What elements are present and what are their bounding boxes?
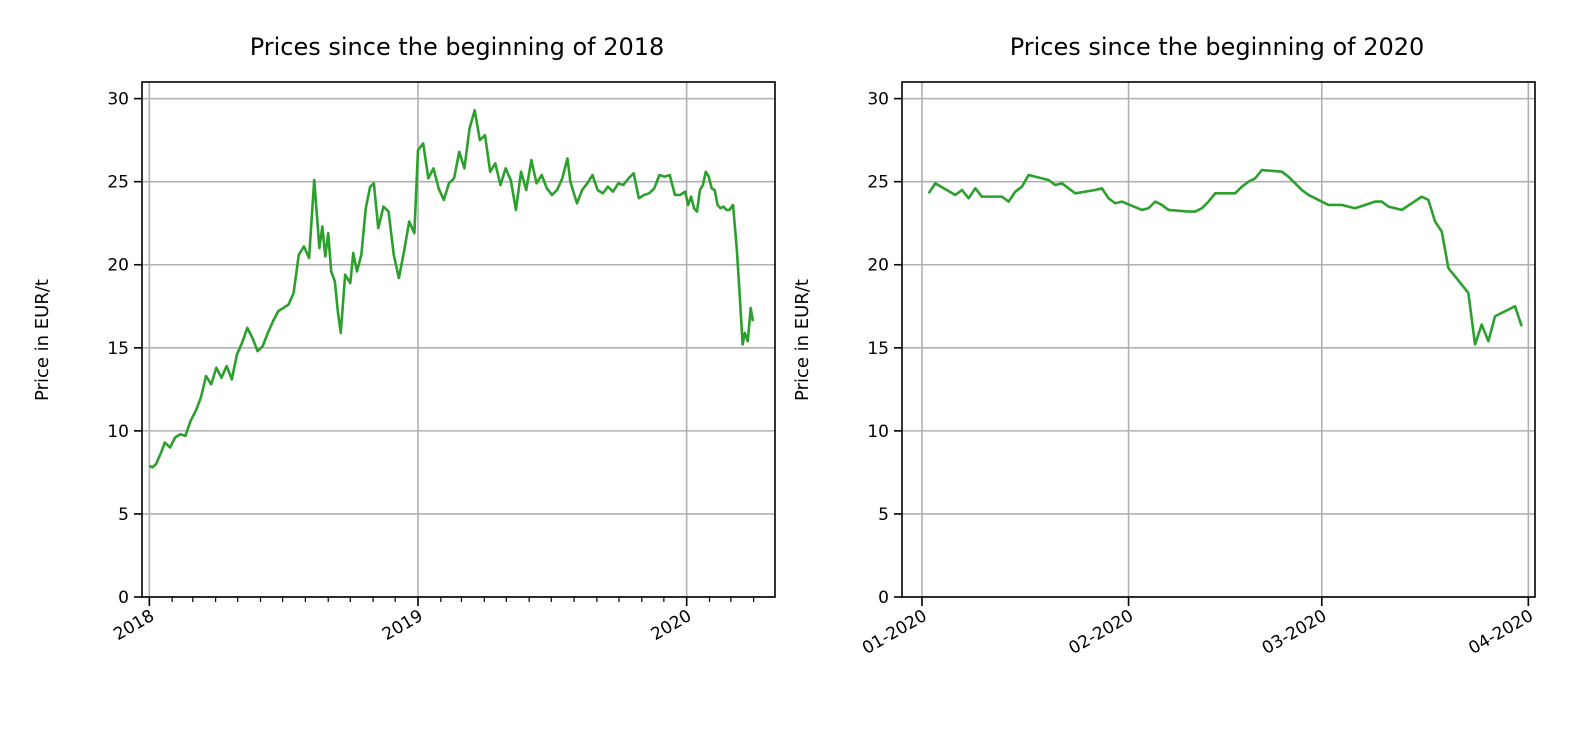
y-tick-label: 25 (867, 173, 889, 193)
price-line (148, 108, 755, 469)
y-tick-label: 15 (107, 339, 129, 359)
y-tick-label: 30 (107, 90, 129, 110)
y-tick-label: 25 (107, 173, 129, 193)
y-axis: 0 5 10 15 20 25 30 (867, 90, 902, 608)
y-tick-label: 5 (878, 505, 889, 525)
y-tick-label: 30 (867, 90, 889, 110)
y-tick-label: 20 (107, 256, 129, 276)
chart-title: Prices since the beginning of 2018 (250, 33, 665, 61)
plot-frame (901, 81, 1536, 598)
y-axis-label: Price in EUR/t (32, 279, 53, 401)
y-tick-label: 10 (107, 422, 129, 442)
chart-title: Prices since the beginning of 2020 (1010, 33, 1425, 61)
y-tick-label: 0 (878, 588, 889, 608)
chart-2018: Prices since the beginning of 2018 0 5 10 1… (32, 33, 776, 645)
y-axis-label: Price in EUR/t (792, 279, 813, 401)
y-tick-label: 20 (867, 256, 889, 276)
y-tick-label: 5 (118, 505, 129, 525)
y-tick-label: 0 (118, 588, 129, 608)
y-tick-label: 15 (867, 339, 889, 359)
price-line (927, 168, 1523, 346)
y-axis: 0 5 10 15 20 25 30 (107, 90, 142, 608)
plot-frame (141, 81, 776, 598)
y-tick-label: 10 (867, 422, 889, 442)
